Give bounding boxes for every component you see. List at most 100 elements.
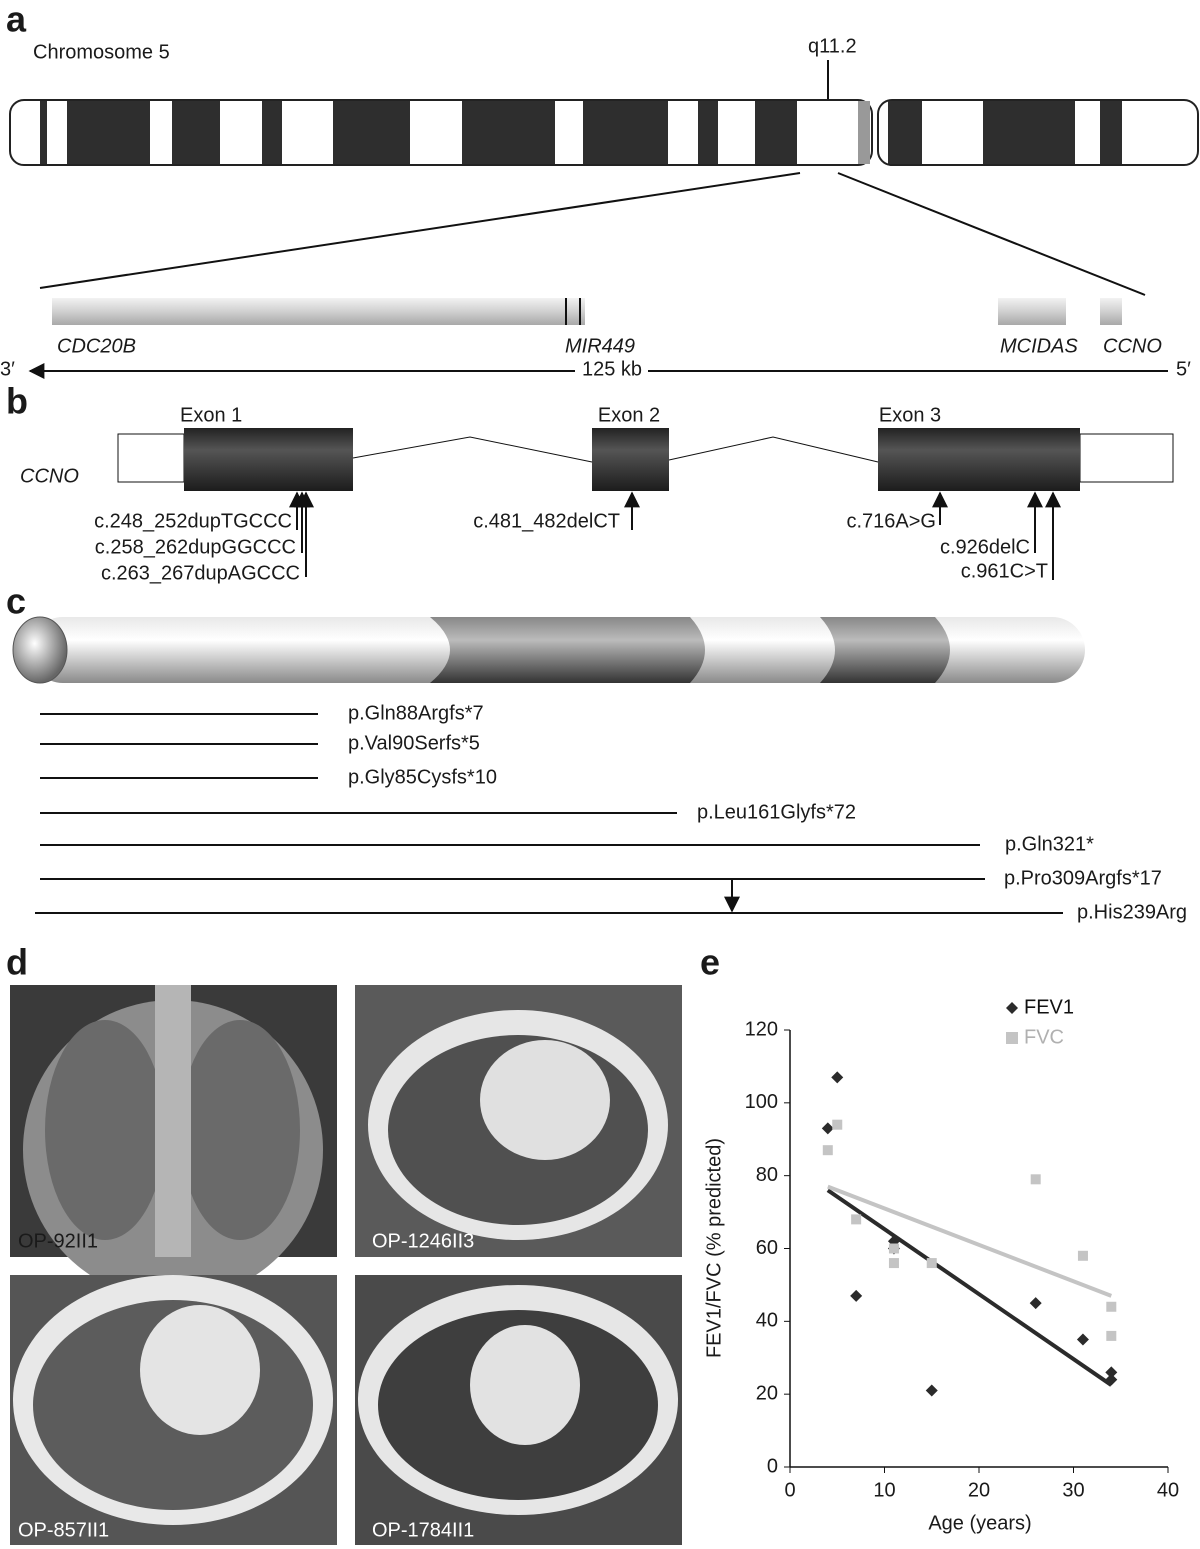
variant-label: p.Pro309Argfs*17 bbox=[1004, 867, 1162, 889]
xray-lung bbox=[45, 1020, 165, 1240]
gene-label: MIR449 bbox=[565, 335, 635, 357]
panel-label: d bbox=[6, 942, 28, 983]
data-point bbox=[831, 1071, 844, 1084]
xray-lung bbox=[180, 1020, 300, 1240]
panel-label: e bbox=[700, 942, 720, 983]
mutation-label: c.961C>T bbox=[961, 560, 1048, 582]
mutation-label: c.263_267dupAGCCC bbox=[101, 562, 300, 584]
gene-label: MCIDAS bbox=[1000, 335, 1078, 357]
y-tick-label: 40 bbox=[756, 1310, 778, 1332]
data-point bbox=[832, 1119, 843, 1130]
data-point bbox=[1106, 1301, 1117, 1312]
x-tick-label: 30 bbox=[1062, 1479, 1084, 1501]
legend-marker bbox=[1006, 1032, 1018, 1044]
chromosome-band bbox=[983, 101, 1075, 164]
image-label: OP-857II1 bbox=[18, 1519, 109, 1541]
gene-bar bbox=[1100, 298, 1122, 325]
zoom-line bbox=[837, 172, 1146, 296]
ct-heart bbox=[140, 1305, 260, 1435]
gene-label: CCNO bbox=[1103, 335, 1162, 357]
mutations: c.248_252dupTGCCC c.258_262dupGGCCC c.263_… bbox=[94, 491, 1061, 584]
variants: p.Gln88Argfs*7 p.Val90Serfs*5 p.Gly85Cysfs… bbox=[35, 702, 1187, 923]
utr bbox=[1079, 433, 1174, 483]
exon bbox=[184, 428, 353, 491]
panel-label: a bbox=[6, 0, 27, 40]
data-point bbox=[888, 1258, 899, 1269]
legend-label: FVC bbox=[1024, 1026, 1064, 1048]
y-tick-label: 120 bbox=[745, 1018, 778, 1040]
gene-label: CDC20B bbox=[57, 335, 136, 357]
chromosome-band bbox=[172, 101, 220, 164]
chromosome-band bbox=[40, 101, 47, 164]
y-tick-label: 80 bbox=[756, 1164, 778, 1186]
image-label: OP-1246II3 bbox=[372, 1230, 474, 1252]
y-axis-label: FEV1/FVC (% predicted) bbox=[703, 1138, 725, 1358]
legend-marker bbox=[1006, 1002, 1018, 1014]
protein-domain bbox=[430, 617, 705, 683]
chromosome-band bbox=[888, 101, 922, 164]
data-point bbox=[1030, 1174, 1041, 1185]
panel-a: Chromosome 5 q11.2 CDC20B MIR449 MCIDAS … bbox=[0, 35, 1199, 380]
chromosome-band bbox=[1100, 101, 1122, 164]
x-tick-label: 0 bbox=[784, 1479, 795, 1501]
mutation-label: c.926delC bbox=[940, 536, 1030, 558]
data-point bbox=[1029, 1297, 1042, 1310]
centromere bbox=[858, 101, 870, 164]
exon-label: Exon 2 bbox=[598, 404, 660, 426]
chromosome-band bbox=[583, 101, 668, 164]
protein-end bbox=[12, 616, 68, 684]
chromosome-band bbox=[755, 101, 797, 164]
gene-label: CCNO bbox=[20, 465, 79, 487]
mutation-label: c.481_482delCT bbox=[473, 510, 620, 532]
data-point bbox=[850, 1289, 863, 1302]
data-point bbox=[1105, 1373, 1118, 1386]
ct-heart bbox=[480, 1040, 610, 1160]
band-label: q11.2 bbox=[808, 35, 857, 57]
chromosome-band bbox=[333, 101, 410, 164]
panel-label: c bbox=[6, 581, 26, 622]
ct-heart bbox=[470, 1325, 580, 1445]
variant-label: p.Gly85Cysfs*10 bbox=[348, 766, 497, 788]
panel-b: CCNO Exon 1 Exon 2 Exon 3 c.248_252dupTG… bbox=[20, 404, 1174, 584]
variant-label: p.Gln321* bbox=[1005, 833, 1094, 855]
chromosome-band bbox=[462, 101, 555, 164]
end-label: 5′ bbox=[1176, 358, 1191, 380]
exon bbox=[592, 428, 669, 491]
image-label: OP-1784II1 bbox=[372, 1519, 474, 1541]
mutation-label: c.248_252dupTGCCC bbox=[94, 510, 292, 532]
variant-label: p.Val90Serfs*5 bbox=[348, 732, 480, 754]
utr bbox=[117, 433, 185, 483]
data-point bbox=[925, 1384, 938, 1397]
zoom-line bbox=[39, 172, 801, 289]
data-point bbox=[888, 1243, 899, 1254]
variant-label: p.Leu161Glyfs*72 bbox=[697, 801, 856, 823]
panel-c: p.Gln88Argfs*7 p.Val90Serfs*5 p.Gly85Cysfs… bbox=[12, 616, 1187, 923]
protein-domain bbox=[820, 617, 950, 683]
x-tick-label: 20 bbox=[968, 1479, 990, 1501]
panel-label: b bbox=[6, 381, 28, 422]
exon-label: Exon 3 bbox=[879, 404, 941, 426]
panel-d: OP-92II1 OP-1246II3 OP-857II1 OP-1784II1 bbox=[10, 985, 682, 1545]
trend-line bbox=[827, 1184, 1113, 1298]
data-point bbox=[1077, 1250, 1088, 1261]
xray-spine bbox=[155, 985, 191, 1257]
chromosome-band bbox=[698, 101, 718, 164]
x-tick-label: 40 bbox=[1157, 1479, 1179, 1501]
image-label: OP-92II1 bbox=[18, 1230, 98, 1252]
chromosome bbox=[9, 99, 1199, 166]
mutation-label: c.716A>G bbox=[846, 510, 936, 532]
y-tick-label: 20 bbox=[756, 1382, 778, 1404]
legend-label: FEV1 bbox=[1024, 996, 1074, 1018]
chromosome-band bbox=[67, 101, 150, 164]
data-point bbox=[1105, 1366, 1118, 1379]
exon bbox=[878, 428, 1080, 491]
gene-bar bbox=[52, 298, 585, 325]
data-point bbox=[926, 1258, 937, 1269]
end-label: 3′ bbox=[0, 358, 15, 380]
y-tick-label: 100 bbox=[745, 1091, 778, 1113]
chromosome-title: Chromosome 5 bbox=[33, 41, 170, 63]
variant-label: p.His239Arg bbox=[1077, 901, 1187, 923]
exon-label: Exon 1 bbox=[180, 404, 242, 426]
